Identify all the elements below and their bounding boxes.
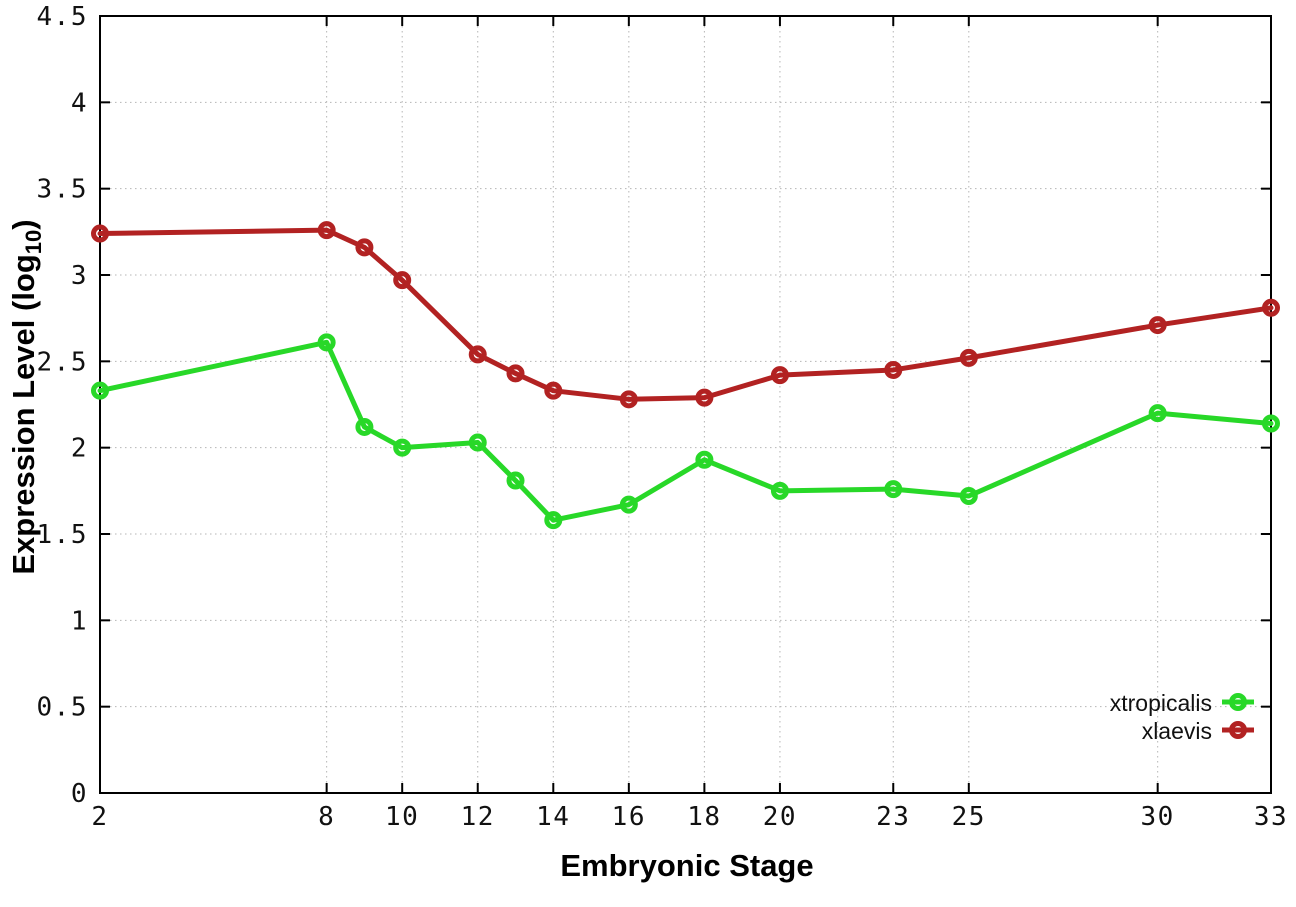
- series-line-xtropicalis: [97, 339, 1274, 523]
- x-tick-label: 2: [91, 802, 108, 832]
- data-point-xlaevis: [91, 224, 109, 243]
- x-tick-label: 23: [876, 802, 910, 832]
- data-point-xtropicalis: [393, 438, 412, 457]
- data-point-xtropicalis: [468, 433, 487, 452]
- y-tick-label: 4.5: [37, 2, 88, 32]
- plot-border: [99, 15, 1272, 794]
- legend: xtropicalis xlaevis: [1110, 690, 1254, 744]
- data-point-xtropicalis: [355, 417, 374, 436]
- x-tick-label: 30: [1141, 802, 1175, 832]
- x-tick-label: 12: [461, 802, 495, 832]
- legend-marker-xlaevis: [1229, 721, 1247, 739]
- y-tick-label: 0: [71, 779, 88, 809]
- legend-label-xlaevis: xlaevis: [1142, 718, 1212, 744]
- data-point-xtropicalis: [544, 511, 563, 530]
- y-tick-label: 4: [71, 88, 88, 118]
- data-series: [91, 221, 1280, 530]
- data-point-xlaevis: [619, 390, 638, 409]
- data-point-xtropicalis: [317, 333, 336, 352]
- y-tick-label: 3: [71, 261, 88, 291]
- x-tick-label: 10: [385, 802, 419, 832]
- legend-entry-xtropicalis: xtropicalis: [1110, 690, 1254, 716]
- y-tick-label: 0.5: [37, 693, 88, 723]
- series-line-xlaevis: [97, 227, 1274, 402]
- x-tick-label: 8: [318, 802, 335, 832]
- data-point-xtropicalis: [695, 450, 714, 469]
- data-point-xlaevis: [770, 366, 789, 385]
- x-tick-label: 16: [612, 802, 646, 832]
- grid-lines: [100, 16, 1271, 793]
- data-point-xlaevis: [393, 271, 412, 290]
- data-point-xlaevis: [959, 348, 978, 367]
- data-point-xlaevis: [506, 364, 525, 383]
- data-point-xlaevis: [884, 360, 903, 379]
- plot-border-rect: [99, 15, 1272, 794]
- data-point-xlaevis: [468, 345, 487, 364]
- tick-labels: 2 8 10 12 14 16 18 20 23 25 30 33 0 0.5 1 1.5 2 2.5 3 3.5 4 4…: [37, 2, 1288, 832]
- y-tick-label: 2.5: [37, 347, 88, 377]
- y-tick-label: 3.5: [37, 175, 88, 205]
- data-point-xlaevis: [1148, 316, 1167, 335]
- x-tick-label: 14: [536, 802, 570, 832]
- data-point-xlaevis: [355, 238, 374, 257]
- data-point-xlaevis: [317, 221, 336, 240]
- data-point-xtropicalis: [1148, 404, 1167, 423]
- y-axis-label: Expression Level (log10): [6, 219, 46, 574]
- axis-ticks: [99, 15, 1272, 794]
- data-point-xtropicalis: [91, 381, 109, 400]
- y-tick-label: 1.5: [37, 520, 88, 550]
- legend-marker-xtropicalis: [1229, 693, 1247, 711]
- x-tick-label: 20: [763, 802, 797, 832]
- data-point-xtropicalis: [506, 471, 525, 490]
- y-tick-label: 1: [71, 606, 88, 636]
- data-point-xlaevis: [1262, 298, 1280, 317]
- x-tick-label: 33: [1254, 802, 1288, 832]
- data-point-xtropicalis: [619, 495, 638, 514]
- x-tick-label: 25: [952, 802, 986, 832]
- legend-entry-xlaevis: xlaevis: [1142, 718, 1254, 744]
- legend-label-xtropicalis: xtropicalis: [1110, 690, 1212, 716]
- x-tick-label: 18: [687, 802, 721, 832]
- data-point-xlaevis: [544, 381, 563, 400]
- data-point-xtropicalis: [1262, 414, 1280, 433]
- data-point-xlaevis: [695, 388, 714, 407]
- x-axis-label: Embryonic Stage: [560, 848, 813, 883]
- data-point-xtropicalis: [770, 481, 789, 500]
- data-point-xtropicalis: [884, 480, 903, 499]
- data-point-xtropicalis: [959, 487, 978, 506]
- y-tick-label: 2: [71, 434, 88, 464]
